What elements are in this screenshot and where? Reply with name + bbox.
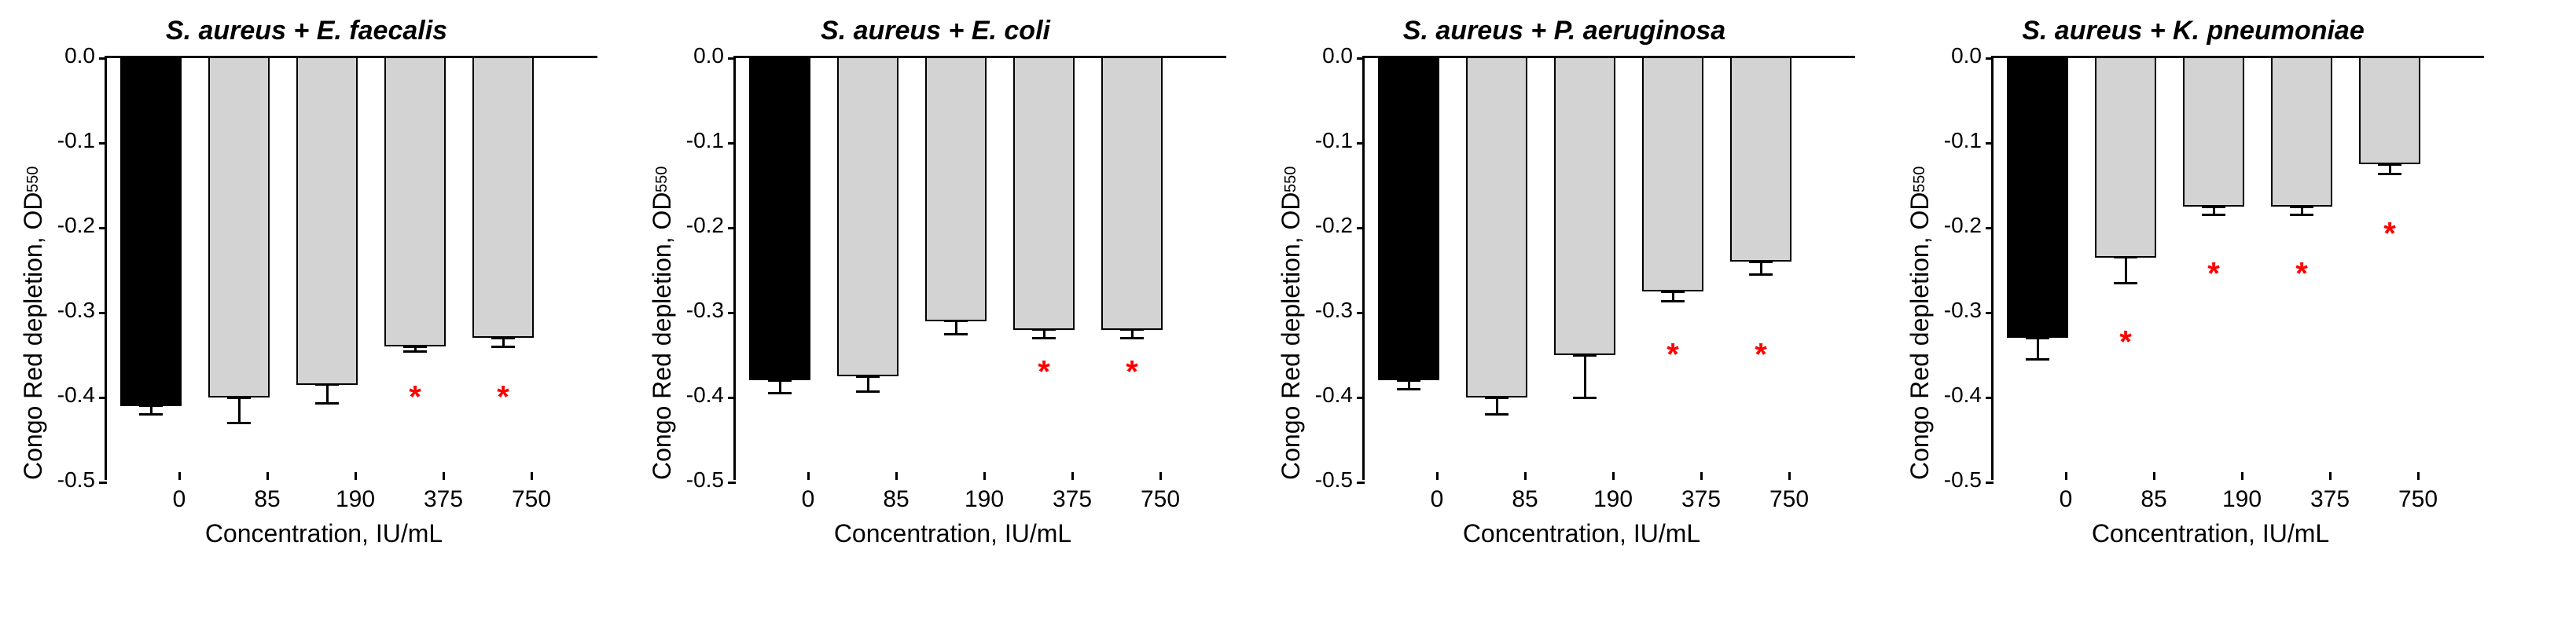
- bar-treatment: [384, 58, 446, 346]
- bar-treatment: [1013, 58, 1075, 330]
- error-bar: [238, 397, 241, 423]
- x-tick-label: 375: [424, 486, 463, 513]
- significance-star: *: [1666, 338, 1679, 373]
- error-bar: [2037, 338, 2039, 359]
- x-tick-label: 750: [512, 486, 551, 513]
- error-bar: [326, 385, 329, 404]
- x-axis-label: Concentration, IU/mL: [1361, 519, 1802, 548]
- panel-title: S. aureus + E. faecalis: [16, 16, 597, 46]
- chart-panel: S. aureus + E. faecalis Congo Red depleti…: [16, 16, 597, 548]
- significance-star: *: [409, 380, 421, 416]
- bar-treatment: [472, 58, 534, 338]
- bar-treatment: [2183, 58, 2244, 207]
- error-bar: [2125, 258, 2127, 283]
- significance-star: *: [1038, 354, 1050, 390]
- significance-star: *: [497, 380, 509, 416]
- x-tick-label: 0: [2060, 486, 2073, 513]
- x-tick-label: 190: [1593, 486, 1633, 513]
- x-tick-label: 375: [1053, 486, 1092, 513]
- bar-control: [749, 58, 810, 380]
- plot-area: * * * *: [1991, 56, 2484, 480]
- error-bar: [1496, 397, 1498, 415]
- x-tick-label: 0: [802, 486, 815, 513]
- x-tick-label: 750: [1769, 486, 1809, 513]
- bar-treatment: [1554, 58, 1615, 355]
- y-axis-label: Congo Red depletion, OD550: [1902, 56, 1935, 480]
- y-axis-label: Congo Red depletion, OD550: [645, 56, 677, 480]
- x-tick-label: 375: [2310, 486, 2350, 513]
- x-tick-label: 85: [254, 486, 280, 513]
- panel-title: S. aureus + E. coli: [645, 16, 1226, 46]
- significance-star: *: [1755, 338, 1767, 373]
- bar-treatment: [2271, 58, 2332, 207]
- x-tick-label: 190: [965, 486, 1004, 513]
- bar-treatment: [1730, 58, 1791, 262]
- significance-star: *: [2383, 216, 2396, 251]
- x-tick-label: 0: [173, 486, 186, 513]
- panel-title: S. aureus + K. pneumoniae: [1902, 16, 2484, 46]
- error-bar: [1584, 355, 1586, 397]
- x-tick-label: 750: [2398, 486, 2438, 513]
- bar-control: [2007, 58, 2068, 338]
- x-tick-label: 750: [1141, 486, 1180, 513]
- bar-treatment: [1101, 58, 1163, 330]
- x-tick-label: 375: [1681, 486, 1721, 513]
- x-tick-label: 85: [1512, 486, 1538, 513]
- significance-star: *: [2119, 324, 2132, 360]
- plot-area: **: [733, 56, 1226, 480]
- bar-treatment: [296, 58, 358, 385]
- plot-area: **: [105, 56, 597, 480]
- chart-panel: S. aureus + K. pneumoniae Congo Red deple…: [1902, 16, 2484, 548]
- chart-panel: S. aureus + P. aeruginosa Congo Red deple…: [1273, 16, 1855, 548]
- x-tick-label: 190: [336, 486, 375, 513]
- bar-treatment: [925, 58, 987, 321]
- significance-star: *: [2207, 257, 2220, 292]
- bar-control: [120, 58, 182, 406]
- bar-treatment: [1466, 58, 1527, 397]
- x-tick-label: 85: [2141, 486, 2166, 513]
- y-axis-label: Congo Red depletion, OD550: [1273, 56, 1306, 480]
- bar-treatment: [2359, 58, 2420, 164]
- bar-control: [1378, 58, 1439, 380]
- chart-panel: S. aureus + E. coli Congo Red depletion, …: [645, 16, 1226, 548]
- x-tick-label: 0: [1431, 486, 1444, 513]
- bar-treatment: [2095, 58, 2156, 258]
- x-tick-label: 85: [883, 486, 909, 513]
- y-axis-label: Congo Red depletion, OD550: [16, 56, 48, 480]
- bar-treatment: [208, 58, 270, 397]
- bar-treatment: [1642, 58, 1703, 291]
- significance-star: *: [1126, 354, 1138, 390]
- error-bar: [867, 376, 869, 391]
- x-axis-label: Concentration, IU/mL: [733, 519, 1173, 548]
- panel-title: S. aureus + P. aeruginosa: [1273, 16, 1855, 46]
- x-axis-label: Concentration, IU/mL: [1990, 519, 2431, 548]
- x-axis-label: Concentration, IU/mL: [104, 519, 544, 548]
- bar-treatment: [837, 58, 898, 376]
- x-tick-label: 190: [2222, 486, 2262, 513]
- plot-area: **: [1362, 56, 1855, 480]
- significance-star: *: [2295, 257, 2308, 292]
